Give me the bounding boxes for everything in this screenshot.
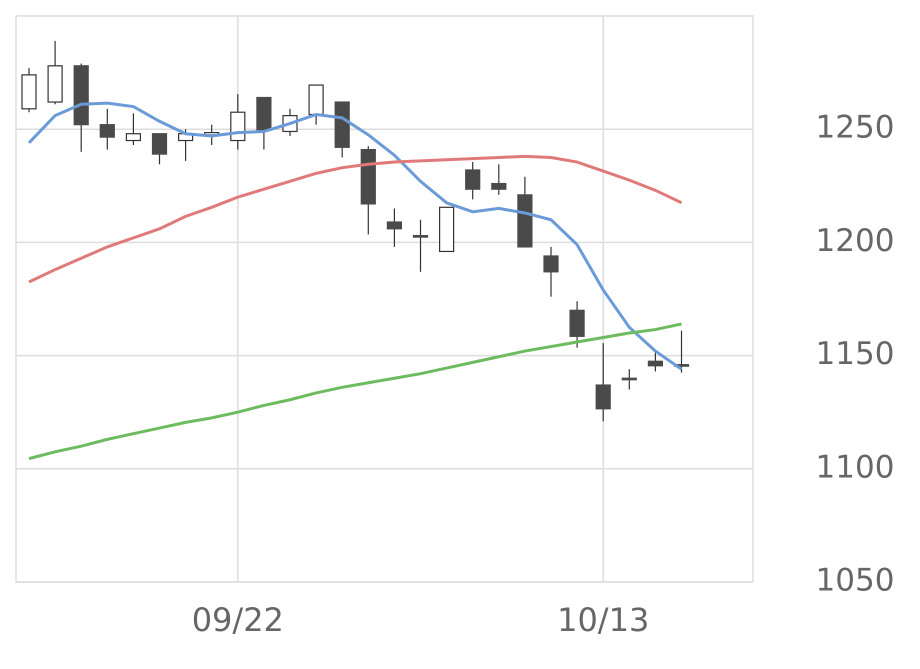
moving-average-line bbox=[28, 322, 682, 461]
candle-body bbox=[543, 255, 559, 273]
y-tick-label: 1050 bbox=[816, 563, 895, 599]
candle-body bbox=[517, 194, 533, 248]
candle-body bbox=[647, 360, 664, 367]
candle-body bbox=[230, 111, 246, 142]
candle-body bbox=[412, 235, 429, 238]
y-tick-label: 1150 bbox=[816, 336, 895, 372]
y-tick-label: 1250 bbox=[816, 110, 895, 146]
x-tick-label: 10/13 bbox=[557, 601, 649, 639]
candle-body bbox=[386, 221, 402, 230]
candle-body bbox=[491, 182, 507, 190]
candle-body bbox=[621, 377, 637, 381]
candle-body bbox=[151, 133, 168, 155]
candle-body bbox=[569, 309, 585, 337]
y-tick-label: 1200 bbox=[816, 223, 895, 259]
candle-body bbox=[334, 101, 350, 148]
candle-body bbox=[465, 169, 481, 190]
candle-body bbox=[439, 206, 455, 253]
candle-body bbox=[308, 84, 324, 116]
x-tick-label: 09/22 bbox=[192, 601, 284, 639]
plot-frame bbox=[15, 15, 754, 583]
candle-body bbox=[360, 148, 376, 205]
y-tick-label: 1100 bbox=[816, 449, 895, 485]
candle-body bbox=[125, 133, 142, 142]
candle-body bbox=[595, 384, 611, 410]
candle-body bbox=[73, 65, 89, 126]
candle-body bbox=[256, 96, 272, 131]
candle-body bbox=[21, 74, 37, 110]
moving-average-line bbox=[27, 101, 683, 371]
candle-body bbox=[99, 124, 115, 138]
moving-average-line bbox=[28, 154, 683, 284]
candle-body bbox=[47, 65, 63, 103]
